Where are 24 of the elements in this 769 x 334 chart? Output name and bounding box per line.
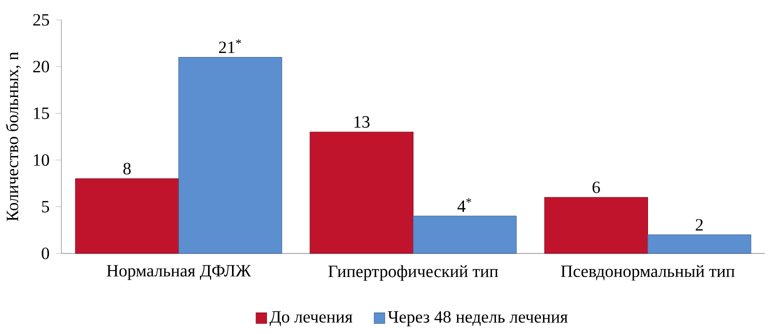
x-tick-label: Гипертрофический тип: [328, 265, 498, 281]
bar: [412, 216, 517, 254]
y-tick-label: 10: [34, 154, 50, 166]
x-tick-label: Нормальная ДФЛЖ: [106, 265, 252, 280]
data-label: 4$^{*}$: [457, 198, 472, 212]
y-tick-label: 25: [33, 14, 50, 26]
data-label: 13: [354, 116, 370, 128]
bar: [75, 178, 179, 254]
bar: [544, 197, 648, 254]
data-label: 2: [696, 219, 703, 231]
bar: [647, 234, 752, 254]
bar: [178, 57, 282, 254]
y-tick-label: 0: [42, 248, 50, 260]
y-axis-title: Количество больных, n: [6, 52, 21, 222]
legend-label: До лечения: [270, 311, 352, 326]
bar: [310, 132, 414, 254]
y-tick-label: 5: [42, 201, 50, 212]
legend-label: Через 48 недель лечения: [388, 311, 568, 326]
y-tick-label: 20: [33, 60, 50, 72]
data-label: 8: [123, 162, 131, 174]
y-tick-label: 15: [34, 108, 50, 120]
data-label: 21$^{*}$: [219, 39, 241, 54]
x-tick-label: Псевдонормальный тип: [560, 265, 735, 281]
data-label: 6: [592, 182, 600, 194]
